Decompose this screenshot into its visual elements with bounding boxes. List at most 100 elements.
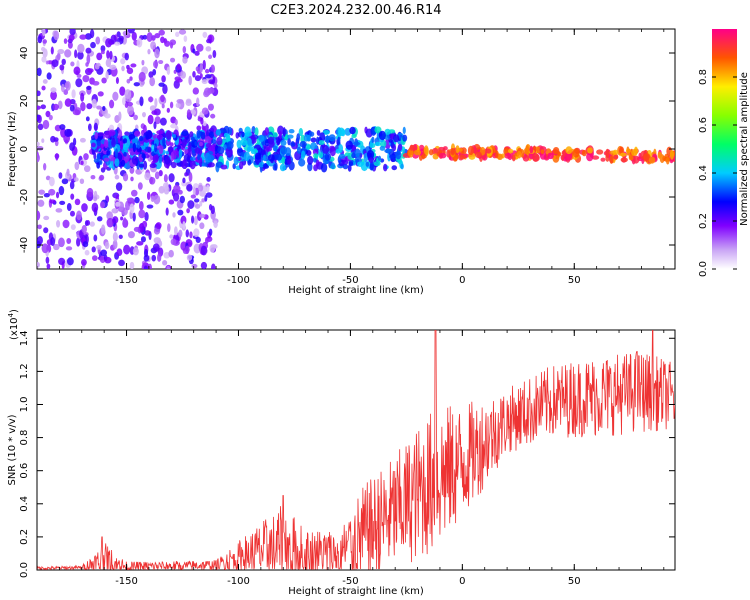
x-tick-label: 0 bbox=[459, 275, 465, 286]
snr-y-label: SNR (10 * v/v) bbox=[7, 414, 18, 485]
spectral-blob bbox=[95, 36, 101, 45]
spectral-blob bbox=[89, 221, 95, 227]
spectral-blob bbox=[547, 152, 554, 160]
spectral-blob bbox=[181, 130, 189, 137]
spectral-blob bbox=[288, 129, 295, 134]
spectral-blob bbox=[43, 193, 50, 198]
spectral-blob bbox=[220, 164, 228, 170]
spectral-blob bbox=[120, 58, 126, 65]
spectral-blob bbox=[122, 96, 126, 106]
spectral-blob bbox=[207, 103, 214, 111]
spectral-blob bbox=[147, 96, 154, 103]
spectral-blob bbox=[84, 249, 90, 256]
spectral-blob bbox=[116, 31, 121, 38]
spectral-blob bbox=[232, 163, 236, 170]
spectral-blob bbox=[66, 168, 70, 177]
spectral-blob bbox=[106, 149, 111, 156]
spectral-blob bbox=[151, 110, 158, 115]
spectral-blob bbox=[142, 112, 147, 118]
spectral-blob bbox=[455, 145, 460, 154]
spectral-blob bbox=[223, 132, 229, 138]
spectral-blob bbox=[164, 155, 171, 165]
spectral-blob bbox=[172, 212, 176, 218]
spectral-blob bbox=[173, 158, 181, 163]
spectral-blob bbox=[196, 129, 201, 139]
spectral-blob bbox=[166, 265, 171, 269]
spectral-blob bbox=[531, 152, 540, 162]
spectral-blob bbox=[139, 135, 144, 142]
spectral-blob bbox=[620, 157, 628, 163]
spectral-blob bbox=[104, 241, 110, 250]
spectral-blob bbox=[82, 74, 90, 83]
spectral-blob bbox=[128, 134, 136, 140]
spectral-blob bbox=[183, 153, 190, 162]
spectral-blob bbox=[205, 192, 213, 198]
spectral-blob bbox=[118, 35, 124, 42]
spectral-blob bbox=[193, 228, 200, 237]
spectral-blob bbox=[497, 153, 503, 160]
spectral-blob bbox=[325, 135, 330, 145]
spectral-blob bbox=[70, 193, 75, 200]
spectral-blob bbox=[158, 60, 164, 65]
spectral-blob bbox=[371, 136, 375, 144]
spectral-blob bbox=[100, 45, 106, 52]
spectral-blob bbox=[64, 128, 72, 137]
spectral-blob bbox=[402, 134, 408, 142]
spectral-blob bbox=[428, 149, 434, 156]
spectral-blob bbox=[657, 151, 663, 159]
colorbar: 0.0 0.2 0.4 0.6 0.8 Normalized spectral ampl… bbox=[698, 29, 750, 277]
spectral-blob bbox=[161, 75, 166, 83]
spectral-blob bbox=[187, 200, 195, 209]
x-tick-label: -100 bbox=[227, 275, 250, 286]
spectral-blob bbox=[170, 161, 177, 169]
spectral-blob bbox=[190, 136, 195, 142]
spectral-blob bbox=[96, 52, 103, 61]
spectral-blob bbox=[356, 161, 364, 167]
spectral-blob bbox=[342, 164, 349, 170]
spectral-blob bbox=[89, 29, 95, 39]
spectral-blob bbox=[609, 155, 614, 164]
spectral-blob bbox=[124, 131, 130, 136]
spectral-blob bbox=[459, 154, 467, 160]
spectral-blob bbox=[80, 160, 84, 166]
spectral-blob bbox=[126, 67, 134, 75]
spectral-blob bbox=[442, 146, 448, 151]
spectral-blob bbox=[86, 54, 91, 65]
spectral-blob bbox=[66, 237, 72, 245]
spectral-blob bbox=[59, 124, 66, 130]
spectral-blob bbox=[217, 146, 225, 155]
spectral-blob bbox=[391, 165, 398, 171]
spectral-blob bbox=[120, 216, 124, 221]
spectral-blob bbox=[143, 124, 147, 135]
spectral-blob bbox=[431, 147, 439, 155]
spectral-blob bbox=[110, 34, 117, 45]
spectral-blob bbox=[158, 145, 164, 155]
spectral-blob bbox=[467, 145, 474, 156]
spectral-blob bbox=[176, 98, 184, 104]
spectral-blob bbox=[90, 41, 96, 49]
spectral-blob bbox=[93, 122, 98, 132]
spectral-blob bbox=[194, 203, 201, 209]
spectral-blob bbox=[377, 155, 382, 161]
spectral-blob bbox=[82, 241, 89, 248]
spectral-blob bbox=[80, 259, 87, 266]
spectral-blob bbox=[192, 87, 200, 95]
spectral-blob bbox=[119, 140, 124, 151]
spectral-blob bbox=[522, 154, 530, 162]
spectral-blob bbox=[540, 149, 545, 155]
spectral-blob bbox=[212, 50, 217, 59]
spectral-blob bbox=[55, 191, 60, 199]
spectral-blob bbox=[52, 243, 60, 251]
spectral-blob bbox=[59, 64, 65, 71]
spectral-blob bbox=[123, 151, 127, 157]
spectral-blob bbox=[85, 47, 92, 54]
spectral-blob bbox=[166, 107, 170, 113]
spectral-blob bbox=[347, 164, 352, 172]
spectral-blob bbox=[213, 220, 218, 229]
spectral-blob bbox=[83, 153, 89, 161]
spectral-blob bbox=[49, 199, 56, 204]
spectral-blob bbox=[67, 41, 73, 49]
y-tick-label: -20 bbox=[19, 189, 30, 205]
spectral-blob bbox=[50, 90, 57, 101]
spectral-blob bbox=[208, 228, 213, 236]
